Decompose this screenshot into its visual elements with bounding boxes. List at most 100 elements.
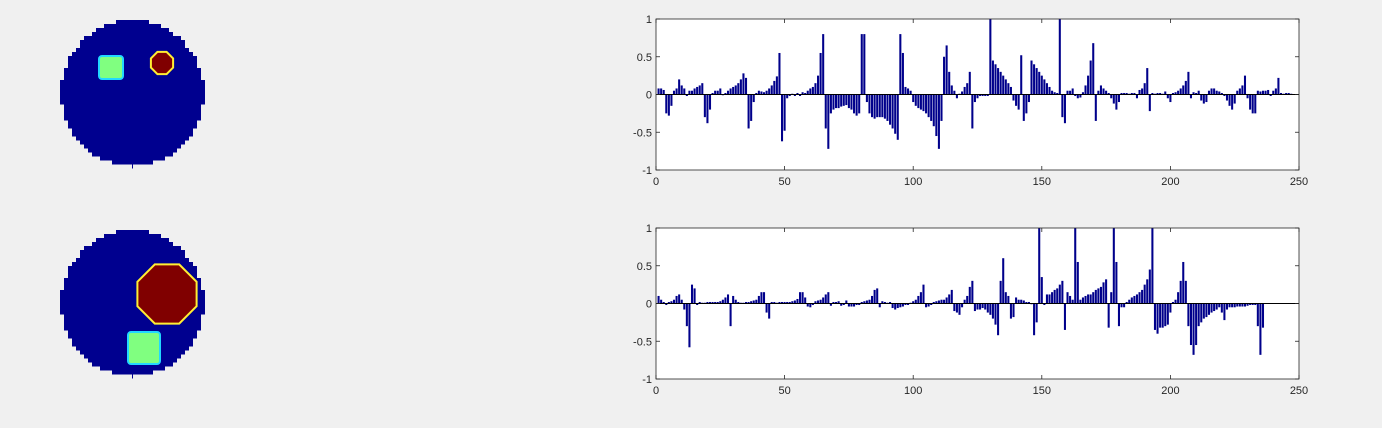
phantom-row (112, 370, 153, 375)
bar (770, 301, 773, 304)
bar (971, 94, 974, 129)
bar (994, 303, 997, 325)
phantom-row (60, 92, 205, 97)
bar (760, 292, 763, 304)
bar (886, 94, 889, 121)
bar (1004, 292, 1007, 304)
bar (917, 295, 920, 304)
bar (657, 295, 660, 304)
phantom-row (60, 88, 205, 93)
bar (811, 86, 814, 95)
bar (1015, 297, 1018, 304)
bar (1148, 94, 1151, 112)
bar (1184, 280, 1187, 304)
bar (714, 301, 717, 304)
bar (986, 303, 989, 313)
phantom-row (60, 290, 205, 295)
bar (672, 90, 676, 95)
bar (899, 34, 902, 95)
x-tick-label: 150 (1033, 176, 1051, 188)
bar (896, 303, 899, 309)
bar (1215, 90, 1218, 95)
bar (1189, 94, 1193, 99)
bar (796, 92, 799, 95)
bar (737, 301, 740, 304)
bar (1243, 75, 1247, 95)
bar (847, 94, 850, 109)
phantom-row (64, 68, 201, 73)
bar (891, 303, 894, 309)
bar (1025, 301, 1028, 304)
inclusion-square (98, 55, 124, 80)
bar (824, 294, 827, 304)
bar (1279, 92, 1283, 95)
bar (683, 303, 686, 310)
bar (917, 94, 920, 109)
bar (925, 94, 928, 114)
bar (850, 94, 853, 110)
bar (989, 19, 992, 95)
bar (675, 295, 678, 304)
bar (1035, 68, 1038, 95)
bar (762, 92, 766, 95)
bar (703, 94, 706, 118)
phantom-row (80, 254, 185, 259)
bar (927, 303, 930, 307)
bar (853, 94, 856, 114)
bar (1177, 90, 1180, 95)
bar (842, 94, 845, 106)
bar (1128, 299, 1131, 304)
x-tick-label: 100 (904, 385, 922, 397)
phantom-row (64, 72, 201, 77)
bar (1187, 303, 1190, 327)
bar (868, 94, 871, 114)
bar (883, 94, 886, 119)
bar (824, 94, 827, 129)
bar (1053, 289, 1056, 304)
bar (1061, 94, 1064, 118)
bar (835, 94, 838, 109)
bar (1287, 92, 1290, 95)
bar (1027, 301, 1030, 304)
bar (793, 94, 796, 97)
bar (693, 288, 696, 304)
phantom-row (64, 76, 201, 81)
bar (791, 301, 794, 304)
bar (1207, 90, 1211, 95)
phantom-row (88, 148, 177, 153)
bar (1138, 292, 1141, 304)
bar (806, 303, 809, 307)
bar (732, 295, 735, 304)
bar (863, 301, 866, 304)
phantom-row (80, 250, 185, 255)
bar (1017, 299, 1020, 304)
bar (1236, 303, 1239, 307)
bar (1251, 303, 1254, 306)
bar (1259, 91, 1262, 95)
bar (1159, 303, 1162, 328)
bar (783, 301, 786, 304)
bar (662, 301, 665, 304)
phantom-row (68, 64, 197, 69)
phantom-row (84, 144, 181, 149)
bar (678, 79, 681, 95)
bar (1089, 60, 1092, 95)
bar (945, 297, 948, 304)
bar (1195, 303, 1198, 346)
bar (714, 90, 717, 95)
bar (765, 90, 768, 95)
bar (863, 34, 866, 95)
bar (773, 80, 776, 95)
phantom-row (84, 246, 181, 251)
bar (981, 303, 984, 309)
bar (685, 94, 688, 97)
bar (1241, 85, 1244, 95)
bar (955, 303, 958, 313)
y-tick-label: 1 (646, 14, 652, 26)
bar (1223, 303, 1226, 321)
bar (1246, 94, 1249, 99)
bar (914, 94, 917, 106)
bar (1097, 288, 1100, 304)
bar (1015, 94, 1018, 106)
